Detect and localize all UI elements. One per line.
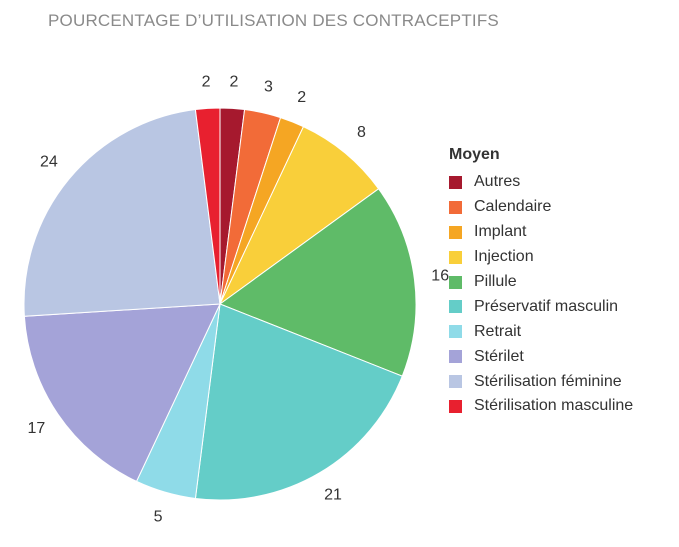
legend-item[interactable]: Injection bbox=[449, 245, 633, 270]
slice-value-label: 24 bbox=[40, 154, 58, 171]
legend-label: Injection bbox=[474, 248, 534, 266]
legend-item[interactable]: Préservatif masculin bbox=[449, 294, 633, 319]
legend-swatch bbox=[449, 350, 462, 364]
legend-item[interactable]: Implant bbox=[449, 220, 633, 245]
legend: Moyen Autres Calendaire Implant Injection Pi… bbox=[449, 146, 633, 419]
pie-slice[interactable] bbox=[194, 303, 403, 501]
legend-swatch bbox=[449, 375, 462, 389]
legend-label: Autres bbox=[474, 173, 521, 191]
slice-value-label: 17 bbox=[28, 420, 46, 437]
pie-slices bbox=[23, 107, 417, 501]
slice-value-label: 16 bbox=[431, 267, 449, 284]
slice-value-label: 2 bbox=[229, 74, 238, 91]
legend-label: Préservatif masculin bbox=[474, 297, 619, 315]
legend-label: Stérilisation féminine bbox=[474, 372, 622, 390]
legend-swatch bbox=[449, 250, 462, 264]
legend-label: Pillule bbox=[474, 273, 517, 290]
legend-swatch bbox=[449, 200, 462, 214]
slice-value-label: 21 bbox=[324, 486, 342, 503]
legend-swatch bbox=[449, 399, 462, 413]
legend-label: Calendaire bbox=[474, 198, 552, 216]
slice-value-label: 3 bbox=[264, 79, 273, 96]
pie-slice[interactable] bbox=[194, 107, 221, 305]
slice-value-label: 8 bbox=[357, 124, 366, 141]
pie-slice[interactable] bbox=[23, 108, 221, 317]
pie-value-labels: 2 3 2 8 16 21 5 17 24 2 bbox=[28, 74, 450, 526]
legend-item[interactable]: Stérilet bbox=[449, 344, 633, 369]
legend-swatch bbox=[449, 300, 462, 314]
legend-items: Autres Calendaire Implant Injection Pillule P… bbox=[449, 170, 633, 419]
legend-item[interactable]: Stérilisation masculine bbox=[449, 394, 633, 419]
legend-title: Moyen bbox=[449, 146, 500, 163]
slice-value-label: 2 bbox=[297, 89, 306, 106]
legend-item[interactable]: Pillule bbox=[449, 270, 633, 295]
legend-item[interactable]: Retrait bbox=[449, 319, 633, 344]
legend-label: Stérilisation masculine bbox=[474, 397, 634, 415]
legend-item[interactable]: Stérilisation féminine bbox=[449, 369, 633, 394]
legend-item[interactable]: Autres bbox=[449, 170, 633, 195]
pie-slice[interactable] bbox=[218, 188, 417, 377]
legend-label: Retrait bbox=[474, 322, 522, 340]
legend-swatch bbox=[449, 275, 462, 289]
legend-swatch bbox=[449, 175, 462, 189]
legend-label: Implant bbox=[474, 223, 527, 241]
slice-value-label: 2 bbox=[202, 74, 211, 91]
legend-label: Stérilet bbox=[474, 347, 524, 365]
legend-swatch bbox=[449, 325, 462, 339]
slice-value-label: 5 bbox=[154, 508, 163, 525]
legend-swatch bbox=[449, 225, 462, 239]
pie-slice[interactable] bbox=[23, 303, 221, 483]
pie-slice[interactable] bbox=[219, 125, 380, 305]
chart-title: POURCENTAGE D’UTILISATION DES CONTRACEPT… bbox=[48, 11, 499, 30]
legend-item[interactable]: Calendaire bbox=[449, 195, 633, 220]
